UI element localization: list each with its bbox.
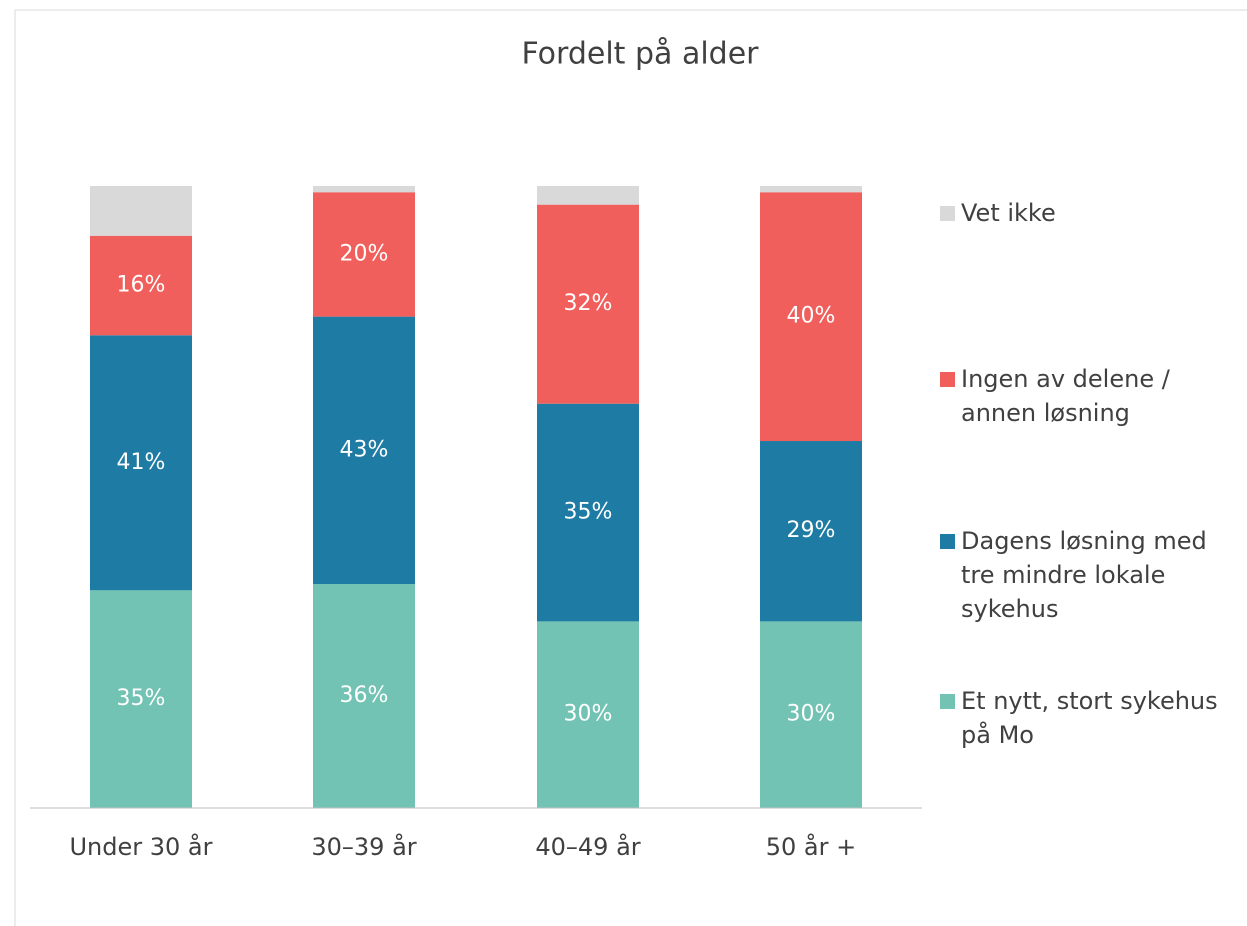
legend-swatch — [940, 534, 955, 549]
bar-segment — [760, 186, 862, 193]
data-label: 40% — [787, 304, 836, 329]
bar-segment — [313, 316, 415, 585]
x-tick-label: Under 30 år — [69, 832, 212, 861]
bar-segment — [90, 335, 192, 591]
data-label: 29% — [787, 518, 836, 543]
legend-label: Dagens løsning med tre mindre lokale syk… — [961, 527, 1207, 623]
bar-segment — [90, 590, 192, 808]
bar-segment — [90, 186, 192, 236]
x-tick-label: 40–49 år — [535, 832, 640, 861]
data-label: 20% — [340, 241, 389, 266]
data-label: 30% — [564, 702, 613, 727]
data-label: 30% — [787, 702, 836, 727]
legend-item: Dagens løsning med tre mindre lokale syk… — [940, 524, 1240, 626]
bar-segment — [537, 403, 639, 622]
data-label: 36% — [340, 683, 389, 708]
bar-segment — [90, 235, 192, 336]
bar-segment — [313, 192, 415, 317]
legend-item: Vet ikke — [940, 196, 1240, 230]
data-label: 35% — [117, 686, 166, 711]
bar-segment — [760, 441, 862, 622]
bar-segment — [313, 186, 415, 193]
chart-title: Fordelt på alder — [522, 37, 760, 72]
bar-segment — [537, 204, 639, 404]
legend-item: Ingen av delene / annen løsning — [940, 362, 1240, 430]
legend-label: Vet ikke — [961, 199, 1056, 227]
legend-swatch — [940, 694, 955, 709]
bar-segment — [537, 621, 639, 808]
bar-segment — [313, 584, 415, 808]
x-tick-label: 50 år + — [766, 832, 856, 861]
data-label: 16% — [117, 273, 166, 298]
legend-swatch — [940, 206, 955, 221]
legend-label: Et nytt, stort sykehus på Mo — [961, 687, 1218, 749]
legend-label: Ingen av delene / annen løsning — [961, 365, 1170, 427]
x-tick-label: 30–39 år — [311, 832, 416, 861]
data-label: 41% — [117, 450, 166, 475]
data-label: 43% — [340, 437, 389, 462]
bar-segment — [760, 621, 862, 808]
legend-item: Et nytt, stort sykehus på Mo — [940, 684, 1240, 752]
data-label: 32% — [564, 291, 613, 316]
bar-segment — [537, 186, 639, 205]
legend-swatch — [940, 372, 955, 387]
bar-segment — [760, 192, 862, 442]
data-label: 35% — [564, 500, 613, 525]
